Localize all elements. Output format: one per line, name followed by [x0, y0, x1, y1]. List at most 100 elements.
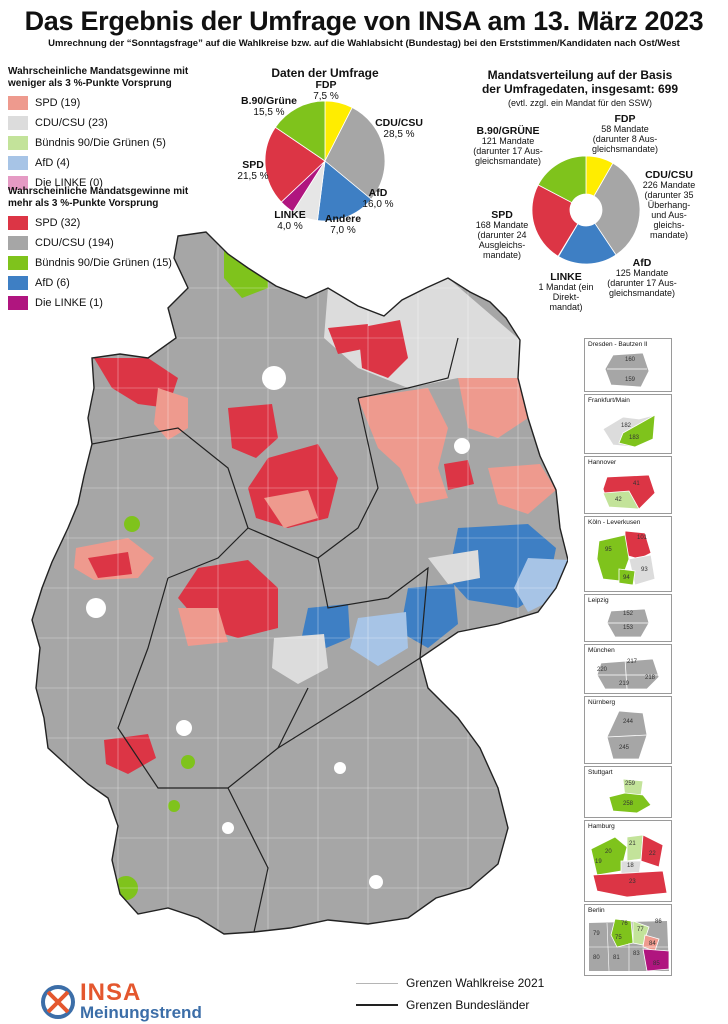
swatch-afd-strong — [8, 276, 28, 290]
region-spd-strong — [228, 404, 278, 458]
legend-item: SPD (19) — [8, 93, 198, 113]
inset-leipzig: Leipzig 152 153 — [584, 594, 672, 642]
swatch-cdu-strong — [8, 236, 28, 250]
poll-label-cdu: CDU/CSU 28,5 % — [375, 117, 423, 141]
poll-pie-title: Daten der Umfrage — [271, 66, 379, 80]
inset-muenchen: München 217 220 219 218 — [584, 644, 672, 694]
region-green-strong — [124, 516, 140, 532]
inset-number: 85 — [653, 961, 660, 967]
legend-label: SPD (19) — [35, 97, 81, 109]
region-spd-strong — [104, 734, 156, 774]
legend-label: AfD (4) — [35, 157, 70, 169]
inset-number: 245 — [619, 745, 630, 751]
insa-logo: INSA Meinungstrend — [40, 979, 202, 1022]
state-line-swatch — [356, 1004, 398, 1006]
legend-item: AfD (4) — [8, 153, 198, 173]
inset-title: Dresden - Bautzen II — [588, 341, 648, 348]
region-afd-weak — [350, 612, 408, 666]
poll-label-green: B.90/Grüne 15,5 % — [240, 95, 298, 119]
inset-number: 153 — [623, 625, 634, 631]
inset-number: 80 — [593, 955, 600, 961]
seat-pie-note: (evtl. zzgl. ein Mandat für den SSW) — [507, 98, 653, 108]
inset-number: 183 — [629, 435, 640, 441]
constituency-border-label: Grenzen Wahlkreise 2021 — [406, 976, 545, 990]
inset-number: 19 — [595, 859, 602, 865]
inset-koeln: Köln - Leverkusen 101 95 94 93 — [584, 516, 672, 592]
insa-logo-icon — [41, 985, 75, 1019]
region-spd-weak — [488, 464, 556, 514]
inset-number: 22 — [649, 851, 656, 857]
legend-item: Bündnis 90/Die Grünen (5) — [8, 133, 198, 153]
inset-title: Berlin — [588, 907, 605, 914]
pie-slice-spd — [531, 184, 579, 257]
inset-number: 23 — [629, 879, 636, 885]
constituency-line-swatch — [356, 982, 398, 984]
swatch-linke-weak — [8, 176, 28, 190]
legend-item: CDU/CSU (23) — [8, 113, 198, 133]
inset-number: 42 — [615, 497, 622, 503]
legend-weak-heading: Wahrscheinliche Mandatsgewinne mit wenig… — [8, 66, 189, 89]
region-berlin-inset — [454, 438, 470, 454]
region-spd-strong — [444, 460, 474, 490]
region-muenchen-inset — [369, 875, 383, 889]
inset-frankfurt: Frankfurt/Main 182 183 — [584, 394, 672, 454]
poll-pie-chart — [264, 100, 386, 222]
region-koeln-inset — [86, 598, 106, 618]
region-stuttgart-inset — [222, 822, 234, 834]
swatch-spd-weak — [8, 96, 28, 110]
inset-number: 79 — [593, 931, 600, 937]
inset-nuernberg: Nürnberg 244 245 — [584, 696, 672, 764]
legend-strong: Wahrscheinliche Mandatsgewinne mit mehr … — [8, 186, 198, 313]
page-subtitle: Umrechnung der “Sonntagsfrage” auf die W… — [48, 38, 680, 49]
poll-label-spd: SPD 21,5 % — [237, 159, 269, 183]
inset-title: Nürnberg — [588, 699, 616, 706]
pie-slice-b-90-gr-ne — [274, 100, 326, 162]
legend-label: SPD (32) — [35, 217, 81, 229]
state-border-label: Grenzen Bundesländer — [406, 998, 530, 1012]
poll-label-afd: AfD 16,0 % — [362, 187, 394, 211]
swatch-green-weak — [8, 136, 28, 150]
inset-number: 76 — [621, 921, 628, 927]
region-spd-weak — [178, 608, 228, 646]
seat-pie-title: Mandatsverteilung auf der Basis der Umfr… — [470, 68, 690, 96]
region-cdu-weak — [272, 634, 328, 684]
legend-item: AfD (6) — [8, 273, 198, 293]
region-spd-strong — [88, 552, 132, 578]
poll-label-linke: LINKE 4,0 % — [274, 209, 306, 233]
region-spd-weak — [358, 388, 448, 504]
inset-number: 182 — [621, 423, 632, 429]
seat-pie-title-line2: der Umfragedaten, insgesamt: 699 — [481, 82, 679, 96]
legend-item: Die LINKE (0) — [8, 173, 198, 193]
inset-title: Hamburg — [588, 823, 615, 830]
swatch-spd-strong — [8, 216, 28, 230]
legend-label: Bündnis 90/Die Grünen (15) — [35, 257, 172, 269]
pie-slice-afd — [317, 160, 372, 222]
pie-slice-cdu-csu — [593, 162, 641, 256]
inset-number: 83 — [633, 951, 640, 957]
seat-label-green: B.90/GRÜNE 121 Mandate (darunter 17 Aus- … — [473, 125, 543, 166]
seat-label-cdu: CDU/CSU 226 Mandate (darunter 35 Überhang… — [642, 169, 696, 240]
inset-number: 81 — [613, 955, 620, 961]
inset-dresden: Dresden - Bautzen II 160 159 — [584, 338, 672, 392]
inset-number: 94 — [623, 575, 630, 581]
swatch-green-strong — [8, 256, 28, 270]
region-green-strong — [181, 755, 195, 769]
inset-number: 160 — [625, 357, 636, 363]
poll-label-fdp: FDP 7,5 % — [313, 79, 339, 103]
region-cdu-weak — [428, 550, 480, 584]
legend-constituency-border: Grenzen Wahlkreise 2021 — [356, 976, 544, 990]
inset-number: 259 — [625, 781, 636, 787]
logo-brand: INSA — [80, 979, 142, 1006]
inset-berlin: Berlin 76 75 77 79 80 81 83 84 85 86 — [584, 904, 672, 976]
inset-number: 93 — [641, 567, 648, 573]
region-spd-weak — [458, 378, 528, 438]
inset-number: 258 — [623, 801, 634, 807]
swatch-afd-weak — [8, 156, 28, 170]
inset-number: 219 — [619, 681, 630, 687]
legend-state-border: Grenzen Bundesländer — [356, 998, 529, 1012]
legend-strong-heading: Wahrscheinliche Mandatsgewinne mit mehr … — [8, 186, 189, 209]
inset-stuttgart: Stuttgart 259 258 — [584, 766, 672, 818]
swatch-cdu-weak — [8, 116, 28, 130]
legend-label: Die LINKE (1) — [35, 297, 103, 309]
inset-number: 220 — [597, 667, 608, 673]
